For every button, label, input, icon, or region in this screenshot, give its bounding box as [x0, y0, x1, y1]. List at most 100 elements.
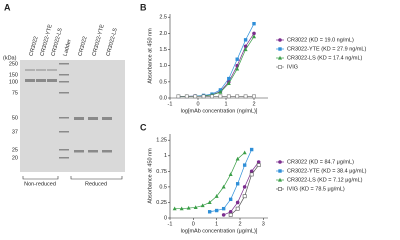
marker [249, 169, 254, 174]
x-tick-label: -1 [168, 221, 173, 227]
gel-bands [25, 63, 112, 159]
marker [252, 34, 256, 39]
marker-label: 150 [9, 72, 18, 78]
marker [235, 182, 240, 186]
unit-label: (kDa) [3, 55, 17, 61]
marker-label: 75 [12, 90, 18, 96]
marker [221, 206, 226, 211]
marker [256, 163, 261, 168]
gel [20, 60, 125, 172]
marker [218, 89, 223, 94]
panel-label: A [4, 2, 11, 12]
marker [193, 205, 198, 210]
y-tick-label: 1 [164, 153, 167, 159]
x-tick-label: 2 [252, 101, 255, 107]
group-bracket [22, 176, 123, 180]
legend-marker [278, 160, 282, 164]
marker [218, 88, 223, 92]
marker [207, 210, 212, 214]
y-tick-label: 1.0 [159, 63, 167, 69]
marker [227, 76, 231, 81]
legend-label: CR3022-YTE (KD = 27.9 ng/mL) [287, 46, 366, 52]
y-tick-label: 0.75 [156, 169, 167, 175]
marker [200, 203, 205, 208]
marker [207, 200, 212, 205]
marker-label: 20 [12, 155, 18, 161]
marker [228, 209, 233, 214]
lane-label: CR3022-YTE [92, 23, 106, 56]
series-line [178, 36, 255, 97]
marker [226, 94, 231, 99]
marker [201, 94, 206, 99]
marker [249, 172, 254, 177]
y-tick-label: 0.0 [159, 95, 167, 101]
marker-label: 50 [12, 115, 18, 121]
legend-marker [278, 187, 282, 191]
marker [242, 185, 247, 189]
panel-label: C [140, 122, 147, 132]
marker [218, 94, 223, 99]
lane-label: CR3022-LS [51, 27, 64, 57]
y-tick-label: 2.0 [159, 31, 167, 37]
legend-marker [278, 55, 282, 60]
marker [252, 31, 256, 36]
marker [221, 184, 226, 189]
legend-marker [278, 65, 282, 69]
y-tick-label: 0.25 [156, 200, 167, 206]
marker-labels: 250 150 100 75 50 37 25 20 [9, 61, 18, 161]
marker [235, 57, 239, 61]
lane-label: CR3022 [29, 36, 40, 57]
x-tick-label: 0 [196, 101, 199, 107]
legend-marker [278, 169, 282, 173]
y-tick-label: 1.25 [156, 138, 167, 144]
marker [228, 212, 233, 217]
series-line [178, 23, 255, 97]
x-tick-label: 1 [224, 101, 227, 107]
marker [226, 81, 231, 86]
legend-label: CR3022 (KD = 19.0 ng/mL) [287, 37, 354, 43]
marker [243, 94, 248, 99]
marker-label: 100 [9, 79, 18, 85]
lane-label: CR3022 [78, 36, 89, 57]
y-tick-label: 0.5 [159, 184, 167, 190]
marker [193, 94, 198, 99]
marker [249, 147, 254, 152]
y-tick-label: 0.5 [159, 79, 167, 85]
legend-marker [278, 177, 282, 182]
series-line [209, 149, 252, 213]
marker [242, 194, 247, 199]
marker [243, 47, 248, 52]
marker [256, 160, 261, 164]
marker [228, 197, 233, 202]
lane-label: CR3022-LS [106, 27, 119, 57]
lane-label: Ladder [63, 39, 73, 57]
panel-label: B [140, 2, 147, 12]
lane-labels: CR3022 CR3022-YTE CR3022-LS Ladder CR302… [29, 23, 119, 56]
marker [252, 94, 256, 99]
series-line [178, 33, 255, 97]
marker [172, 206, 177, 211]
x-tick-label: 3 [262, 221, 265, 227]
marker [221, 213, 226, 217]
legend-label: CR3022-LS (KD = 7.12 μg/mL) [287, 177, 363, 183]
x-tick-label: 1 [215, 221, 218, 227]
marker [243, 44, 248, 49]
marker [243, 38, 248, 42]
series-line [223, 161, 259, 216]
marker [235, 94, 240, 99]
marker [214, 208, 219, 213]
legend-label: CR3022-LS (KD = 17.4 ng/mL) [287, 55, 363, 61]
marker [179, 206, 184, 211]
marker [235, 66, 240, 71]
legend-label: CR3022 (KD = 84.7 μg/mL) [287, 159, 354, 165]
marker-label: 250 [9, 61, 18, 67]
legend-marker [278, 38, 282, 42]
legend-label: IVIG (KD = 78.5 μg/mL) [287, 186, 345, 192]
y-tick-label: 0 [164, 215, 167, 221]
marker [252, 21, 256, 26]
marker [210, 94, 214, 99]
marker [235, 156, 240, 161]
marker-label: 25 [12, 147, 18, 153]
legend-label: CR3022-YTE (KD = 38.4 μg/mL) [287, 168, 367, 174]
